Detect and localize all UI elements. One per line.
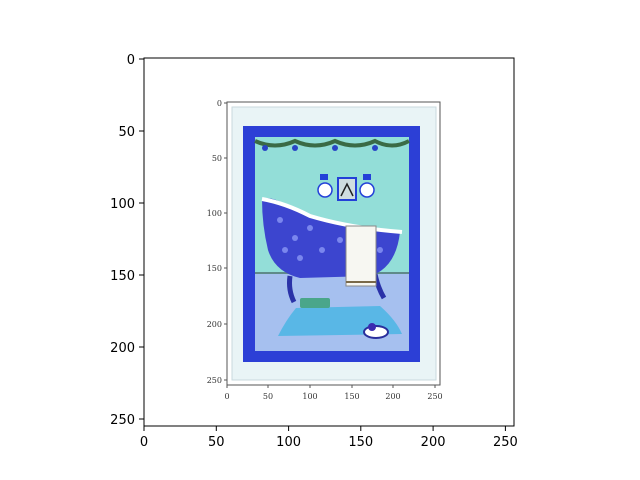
garland	[254, 138, 410, 148]
inner-x-tick-label: 0	[224, 392, 229, 401]
outer-y-ticks: 0 50 100 150 200 250	[110, 53, 144, 428]
tub-pattern	[277, 217, 383, 265]
inner-x-tick-label: 100	[302, 392, 317, 401]
outer-x-tick-label: 200	[421, 435, 446, 450]
embedded-image: 0 50 100 150 200 250 0 50 100 150 200 25…	[207, 99, 443, 401]
outer-y-tick-label: 0	[127, 53, 135, 68]
inner-y-tick-label: 50	[212, 154, 222, 163]
outer-y-tick-label: 150	[110, 269, 135, 284]
floor-towels	[300, 298, 330, 308]
outer-x-tick-label: 250	[493, 435, 518, 450]
outer-y-tick-label: 200	[110, 341, 135, 356]
outer-x-tick-label: 150	[348, 435, 373, 450]
outer-x-tick-label: 100	[276, 435, 301, 450]
outer-x-ticks: 0 50 100 150 200 250	[140, 426, 518, 450]
inner-x-tick-label: 50	[263, 392, 273, 401]
inner-y-tick-label: 150	[207, 264, 222, 273]
inner-y-tick-label: 100	[207, 209, 222, 218]
outer-x-tick-label: 0	[140, 435, 148, 450]
inner-y-tick-label: 250	[207, 376, 222, 385]
outer-y-tick-label: 100	[110, 197, 135, 212]
inner-x-ticks: 0 50 100 150 200 250	[224, 385, 443, 401]
slippers	[363, 325, 389, 339]
inner-y-tick-label: 0	[217, 99, 222, 108]
inner-x-tick-label: 200	[385, 392, 400, 401]
inner-x-tick-label: 150	[344, 392, 359, 401]
outer-y-tick-label: 250	[110, 413, 135, 428]
towel	[345, 225, 377, 287]
outer-x-tick-label: 50	[208, 435, 225, 450]
tub-foot-left	[287, 275, 297, 304]
inner-y-tick-label: 200	[207, 320, 222, 329]
inner-x-tick-label: 250	[427, 392, 442, 401]
inner-y-ticks: 0 50 100 150 200 250	[207, 99, 227, 385]
outer-y-tick-label: 50	[118, 125, 135, 140]
wall-ornaments	[317, 174, 375, 201]
